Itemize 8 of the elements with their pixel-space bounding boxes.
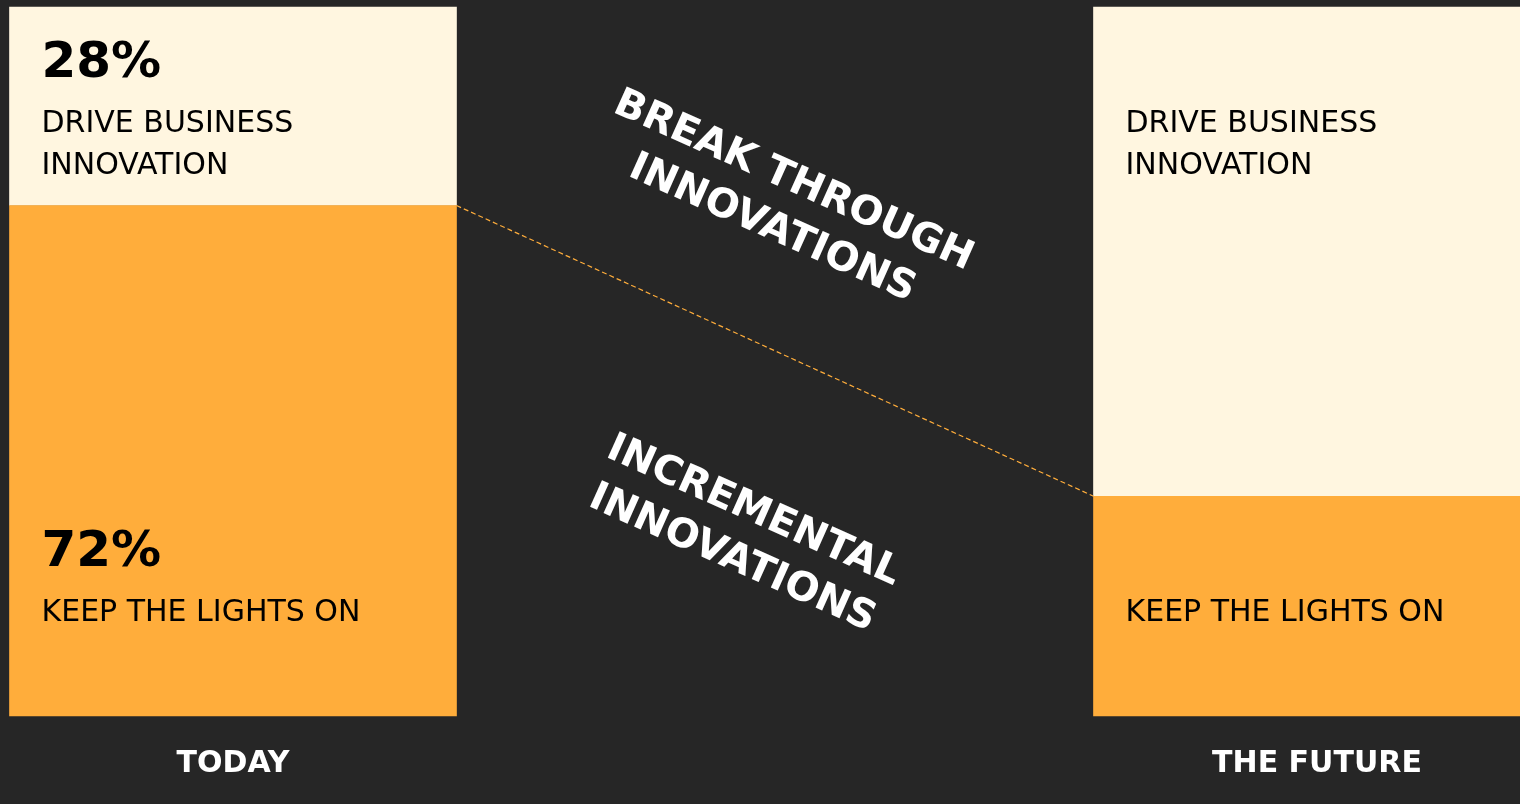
data-label: 72% (41, 520, 162, 578)
data-label: 28% (41, 31, 162, 89)
series-label: DRIVE BUSINESS INNOVATION (41, 104, 294, 181)
text: KEEP THE LIGHTS ON (41, 593, 361, 628)
text: DRIVE BUSINESS INNOVATION (1125, 104, 1378, 181)
series-label: KEEP THE LIGHTS ON (1125, 593, 1445, 628)
x-tick-label: THE FUTURE (1212, 743, 1422, 779)
x-tick-label: TODAY (176, 743, 291, 779)
